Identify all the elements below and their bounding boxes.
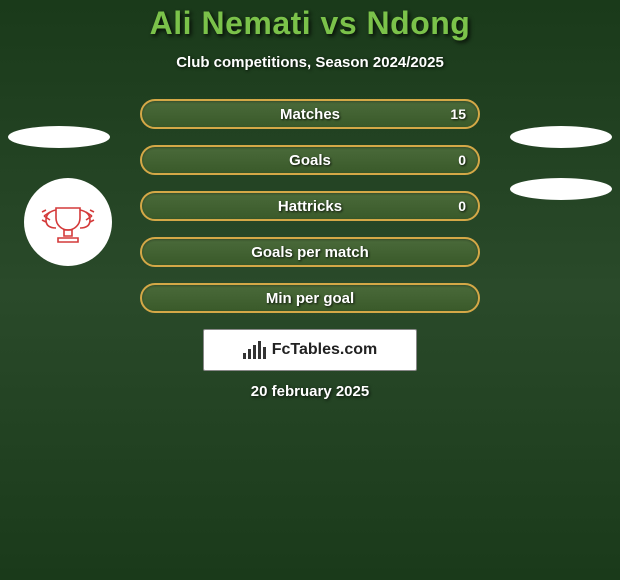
- stat-row-matches: Matches 15: [140, 99, 480, 129]
- stat-row-goals-per-match: Goals per match: [140, 237, 480, 267]
- date-label: 20 february 2025: [0, 383, 620, 400]
- stat-value-right: 15: [450, 106, 466, 122]
- brand-text: FcTables.com: [272, 341, 378, 359]
- brand-logo[interactable]: FcTables.com: [203, 329, 417, 371]
- right-flag-placeholder-2: [510, 178, 612, 200]
- stat-value-right: 0: [458, 198, 466, 214]
- stats-list: Matches 15 Goals 0 Hattricks 0 Goals per…: [140, 99, 480, 313]
- comparison-card: Ali Nemati vs Ndong Club competitions, S…: [0, 0, 620, 580]
- stat-label: Min per goal: [266, 290, 354, 307]
- subtitle: Club competitions, Season 2024/2025: [0, 54, 620, 71]
- stat-row-goals: Goals 0: [140, 145, 480, 175]
- left-flag-placeholder-1: [8, 126, 110, 148]
- stat-label: Matches: [280, 106, 340, 123]
- page-title: Ali Nemati vs Ndong: [0, 5, 620, 42]
- stat-label: Goals per match: [251, 244, 369, 261]
- stat-row-min-per-goal: Min per goal: [140, 283, 480, 313]
- stat-value-right: 0: [458, 152, 466, 168]
- club-badge: [24, 178, 112, 266]
- stat-row-hattricks: Hattricks 0: [140, 191, 480, 221]
- chart-bars-icon: [243, 341, 266, 359]
- stat-label: Goals: [289, 152, 331, 169]
- trophy-icon: [36, 190, 100, 254]
- right-flag-placeholder-1: [510, 126, 612, 148]
- stat-label: Hattricks: [278, 198, 342, 215]
